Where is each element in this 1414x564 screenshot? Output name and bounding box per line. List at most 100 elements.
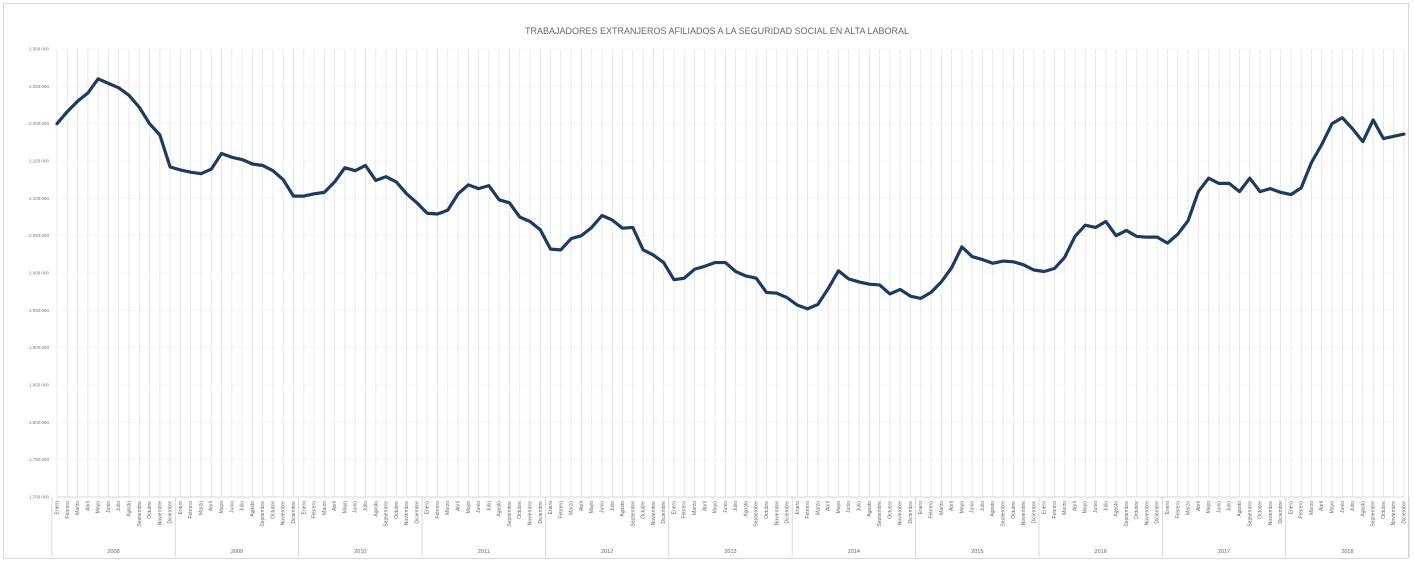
x-tick-label: Julio — [363, 501, 369, 512]
y-tick-label: 2.050.000 — [29, 233, 50, 238]
x-tick-label: Mayo — [713, 501, 719, 513]
x-tick-label: Julio — [733, 501, 739, 512]
x-tick-label: Junio — [353, 501, 359, 513]
x-tick-label: Junio — [846, 501, 852, 513]
y-tick-label: 1.850.000 — [29, 383, 50, 388]
x-tick-label: Junio — [1216, 501, 1222, 513]
chart-frame: TRABAJADORES EXTRANJEROS AFILIADOS A LA … — [3, 3, 1410, 559]
x-tick-label: Enero — [1165, 501, 1171, 515]
x-tick-label: Diciembre — [291, 501, 297, 524]
x-tick-label: Febrero — [682, 501, 688, 519]
y-tick-label: 1.700.000 — [29, 495, 50, 500]
x-tick-label: Octubre — [270, 501, 276, 519]
x-tick-label: Abril — [332, 501, 338, 511]
series-line — [55, 77, 1406, 311]
x-tick-label: Diciembre — [785, 501, 791, 524]
year-label: 2012 — [601, 549, 613, 555]
x-tick-label: Mayo — [342, 501, 348, 513]
x-tick-label: Noviembre — [527, 501, 533, 525]
x-tick-label: Enero — [1042, 501, 1048, 515]
year-label: 2018 — [1341, 549, 1353, 555]
x-tick-label: Abril — [1072, 501, 1078, 511]
x-tick-label: Julio — [857, 501, 863, 512]
x-tick-label: Junio — [229, 501, 235, 513]
x-tick-label: Agosto — [373, 501, 379, 517]
x-tick-label: Octubre — [1381, 501, 1387, 519]
x-tick-label: Septiembre — [630, 501, 636, 527]
x-tick-label: Septiembre — [1371, 501, 1377, 527]
x-tick-label: Marzo — [322, 501, 328, 515]
x-tick-label: Julio — [980, 501, 986, 512]
x-tick-label: Diciembre — [1031, 501, 1037, 524]
x-tick-label: Agosto — [1114, 501, 1120, 517]
x-tick-label: Febrero — [1175, 501, 1181, 519]
y-tick-label: 1.800.000 — [29, 420, 50, 425]
x-tick-label: Abril — [826, 501, 832, 511]
x-tick-label: Junio — [1093, 501, 1099, 513]
year-label: 2015 — [971, 549, 983, 555]
x-tick-label: Febrero — [929, 501, 935, 519]
x-tick-label: Enero — [1288, 501, 1294, 515]
x-tick-label: Julio — [1227, 501, 1233, 512]
y-tick-label: 2.100.000 — [29, 196, 50, 201]
y-axis: 1.700.000 1.750.000 1.800.000 1.850.000 1.90… — [29, 47, 50, 500]
x-tick-label: Mayo — [1083, 501, 1089, 513]
x-tick-label: Enero — [178, 501, 184, 515]
x-tick-label: Julio — [240, 501, 246, 512]
year-label: 2014 — [848, 549, 860, 555]
x-tick-label: Abril — [949, 501, 955, 511]
x-tick-label: Mayo — [1330, 501, 1336, 513]
x-tick-label: Abril — [1196, 501, 1202, 511]
y-tick-label: 2.250.000 — [29, 84, 50, 89]
x-tick-label: Enero — [55, 501, 61, 515]
x-tick-label: Noviembre — [898, 501, 904, 525]
x-tick-label: Septiembre — [137, 501, 143, 527]
x-tick-label: Enero — [548, 501, 554, 515]
x-tick-label: Agosto — [1237, 501, 1243, 517]
x-tick-label: Septiembre — [754, 501, 760, 527]
x-tick-label: Abril — [1319, 501, 1325, 511]
x-tick-label: Noviembre — [1144, 501, 1150, 525]
y-tick-label: 1.900.000 — [29, 345, 50, 350]
x-tick-label: Noviembre — [157, 501, 163, 525]
x-tick-label: Abril — [209, 501, 215, 511]
x-tick-label: Octubre — [517, 501, 523, 519]
year-label: 2013 — [724, 549, 736, 555]
x-tick-label: Noviembre — [404, 501, 410, 525]
x-tick-label: Febrero — [558, 501, 564, 519]
x-tick-label: Diciembre — [538, 501, 544, 524]
x-tick-label: Noviembre — [651, 501, 657, 525]
x-tick-label: Marzo — [815, 501, 821, 515]
x-tick-label: Marzo — [939, 501, 945, 515]
x-tick-label: Mayo — [589, 501, 595, 513]
x-tick-label: Octubre — [641, 501, 647, 519]
x-tick-label: Septiembre — [1000, 501, 1006, 527]
x-tick-label: Junio — [476, 501, 482, 513]
x-tick-label: Julio — [116, 501, 122, 512]
x-tick-label: Mayo — [836, 501, 842, 513]
x-tick-label: Marzo — [1309, 501, 1315, 515]
x-tick-label: Octubre — [147, 501, 153, 519]
x-tick-label: Julio — [1350, 501, 1356, 512]
x-tick-label: Febrero — [65, 501, 71, 519]
y-tick-label: 2.300.000 — [29, 47, 50, 52]
x-tick-label: Febrero — [1299, 501, 1305, 519]
y-tick-label: 1.750.000 — [29, 457, 50, 462]
y-tick-label: 2.150.000 — [29, 159, 50, 164]
x-axis: Enero Febrero Marzo Abril Mayo Junio Julio Agos… — [51, 496, 1410, 557]
x-tick-label: Enero — [425, 501, 431, 515]
x-tick-label: Enero — [671, 501, 677, 515]
x-tick-label: Abril — [579, 501, 585, 511]
x-tick-label: Marzo — [445, 501, 451, 515]
x-tick-label: Octubre — [887, 501, 893, 519]
x-tick-label: Agosto — [1360, 501, 1366, 517]
x-tick-label: Septiembre — [507, 501, 513, 527]
x-tick-label: Noviembre — [281, 501, 287, 525]
x-tick-label: Marzo — [1186, 501, 1192, 515]
x-tick-label: Enero — [918, 501, 924, 515]
y-tick-label: 1.950.000 — [29, 308, 50, 313]
x-tick-label: Junio — [599, 501, 605, 513]
x-tick-label: Octubre — [1134, 501, 1140, 519]
x-tick-label: Marzo — [569, 501, 575, 515]
x-tick-label: Junio — [1340, 501, 1346, 513]
